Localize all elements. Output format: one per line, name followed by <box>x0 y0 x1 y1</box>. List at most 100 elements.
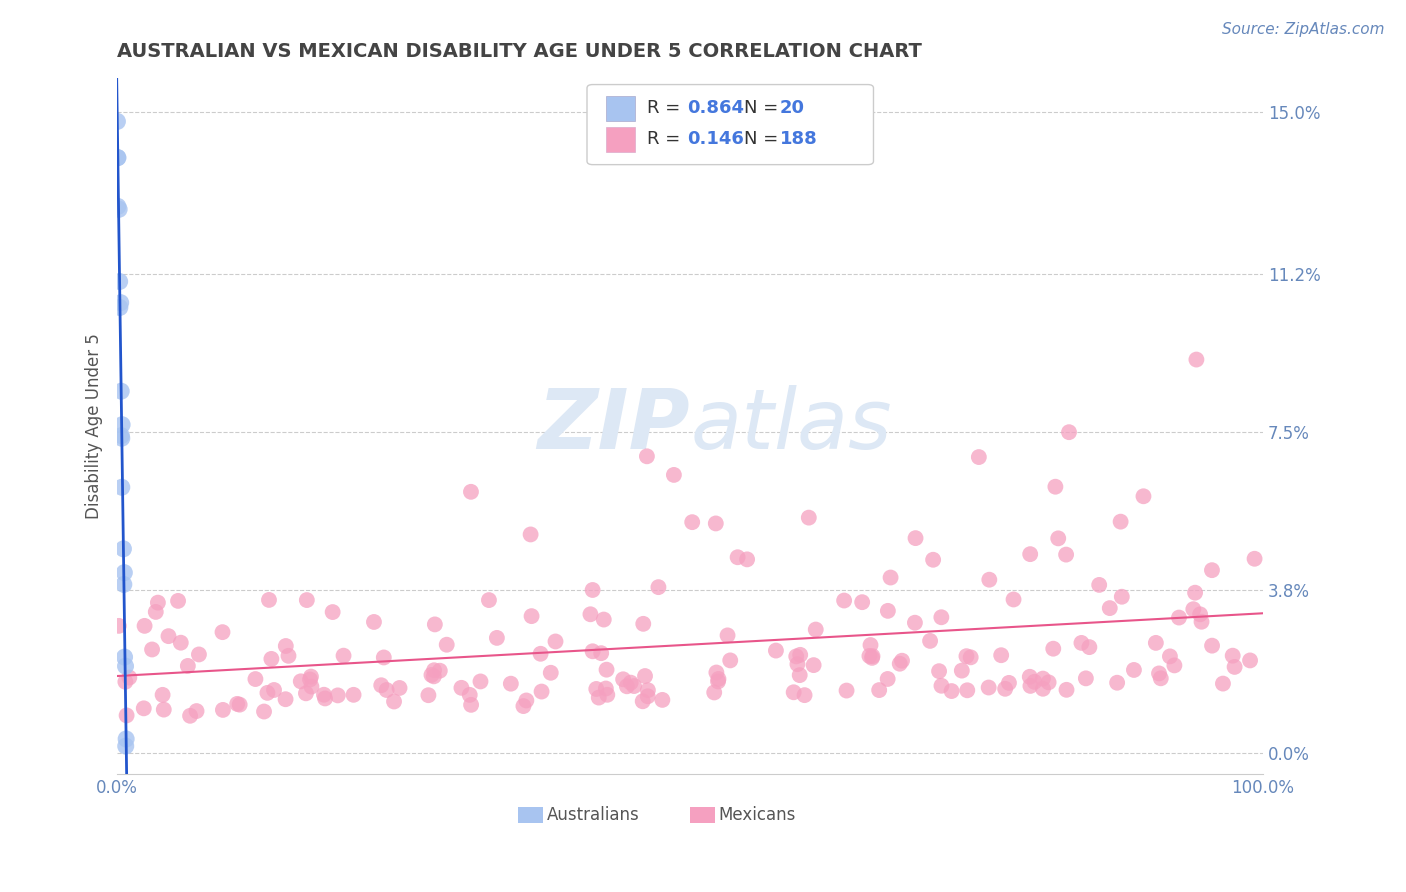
Point <box>1111 590 1133 604</box>
Point <box>707 674 730 689</box>
Point <box>1078 640 1101 654</box>
Point <box>322 605 344 619</box>
Point <box>107 114 129 128</box>
Point <box>868 683 890 698</box>
Point <box>595 681 617 696</box>
Point <box>634 669 657 683</box>
Text: Australians: Australians <box>547 806 640 824</box>
Point <box>458 688 481 702</box>
Point <box>879 570 901 584</box>
Point <box>596 688 619 702</box>
Point <box>581 582 603 597</box>
Point <box>299 670 322 684</box>
Point <box>115 708 138 723</box>
Point <box>592 613 614 627</box>
Point <box>891 654 914 668</box>
Point <box>277 648 299 663</box>
Point <box>647 580 669 594</box>
Point <box>1122 663 1144 677</box>
Point <box>418 688 440 702</box>
Point <box>876 604 898 618</box>
Point <box>295 593 318 607</box>
Point <box>112 541 135 556</box>
Point <box>793 688 815 702</box>
Point <box>111 480 134 494</box>
Point <box>956 683 979 698</box>
Point <box>256 686 278 700</box>
Point <box>141 642 163 657</box>
Point <box>718 653 741 667</box>
Point <box>290 674 312 689</box>
Point <box>1054 548 1077 562</box>
Point <box>1070 636 1092 650</box>
Point <box>519 527 541 541</box>
Text: 0.864: 0.864 <box>686 99 744 117</box>
Text: Source: ZipAtlas.com: Source: ZipAtlas.com <box>1222 22 1385 37</box>
Point <box>623 679 645 693</box>
Point <box>904 615 927 630</box>
Point <box>633 616 655 631</box>
Point <box>179 708 201 723</box>
Point <box>1222 648 1244 663</box>
Point <box>295 686 318 700</box>
Point <box>579 607 602 622</box>
Point <box>157 629 180 643</box>
Y-axis label: Disability Age Under 5: Disability Age Under 5 <box>86 333 103 519</box>
Point <box>112 577 135 591</box>
Point <box>950 664 973 678</box>
Point <box>1147 666 1170 681</box>
Point <box>994 681 1017 696</box>
Point <box>797 510 820 524</box>
Point <box>1098 601 1121 615</box>
Point <box>512 699 534 714</box>
Point <box>460 698 482 712</box>
Point <box>1239 653 1261 667</box>
Point <box>1074 671 1097 685</box>
FancyBboxPatch shape <box>690 807 716 822</box>
Point <box>595 663 617 677</box>
Point <box>636 450 658 464</box>
Text: 20: 20 <box>779 99 804 117</box>
Point <box>858 648 880 663</box>
Point <box>862 649 884 664</box>
Point <box>363 615 385 629</box>
Point <box>735 552 758 566</box>
Point <box>167 594 190 608</box>
Point <box>111 431 134 445</box>
Point <box>835 683 858 698</box>
Point <box>108 275 131 289</box>
Point <box>704 516 727 531</box>
Point <box>423 669 446 683</box>
Point <box>515 693 537 707</box>
Point <box>107 199 129 213</box>
Point <box>727 550 749 565</box>
Point <box>998 676 1021 690</box>
Point <box>789 668 811 682</box>
Point <box>789 648 811 662</box>
FancyBboxPatch shape <box>606 127 636 153</box>
Text: N =: N = <box>744 130 785 148</box>
Point <box>114 659 136 673</box>
Point <box>832 593 855 607</box>
Point <box>110 428 132 442</box>
Point <box>115 731 138 746</box>
Point <box>314 691 336 706</box>
Point <box>420 668 443 682</box>
Text: 0.146: 0.146 <box>686 130 744 148</box>
Point <box>1038 675 1060 690</box>
Point <box>860 651 883 665</box>
Point <box>450 681 472 695</box>
Text: ZIP: ZIP <box>537 385 690 467</box>
Point <box>1189 607 1212 622</box>
Point <box>859 638 882 652</box>
Point <box>612 673 634 687</box>
Point <box>931 610 953 624</box>
Point <box>581 644 603 658</box>
Point <box>478 593 501 607</box>
Point <box>111 417 134 432</box>
Point <box>967 450 990 464</box>
Point <box>301 680 323 694</box>
Point <box>1201 563 1223 577</box>
Point <box>706 665 728 680</box>
Point <box>107 151 129 165</box>
